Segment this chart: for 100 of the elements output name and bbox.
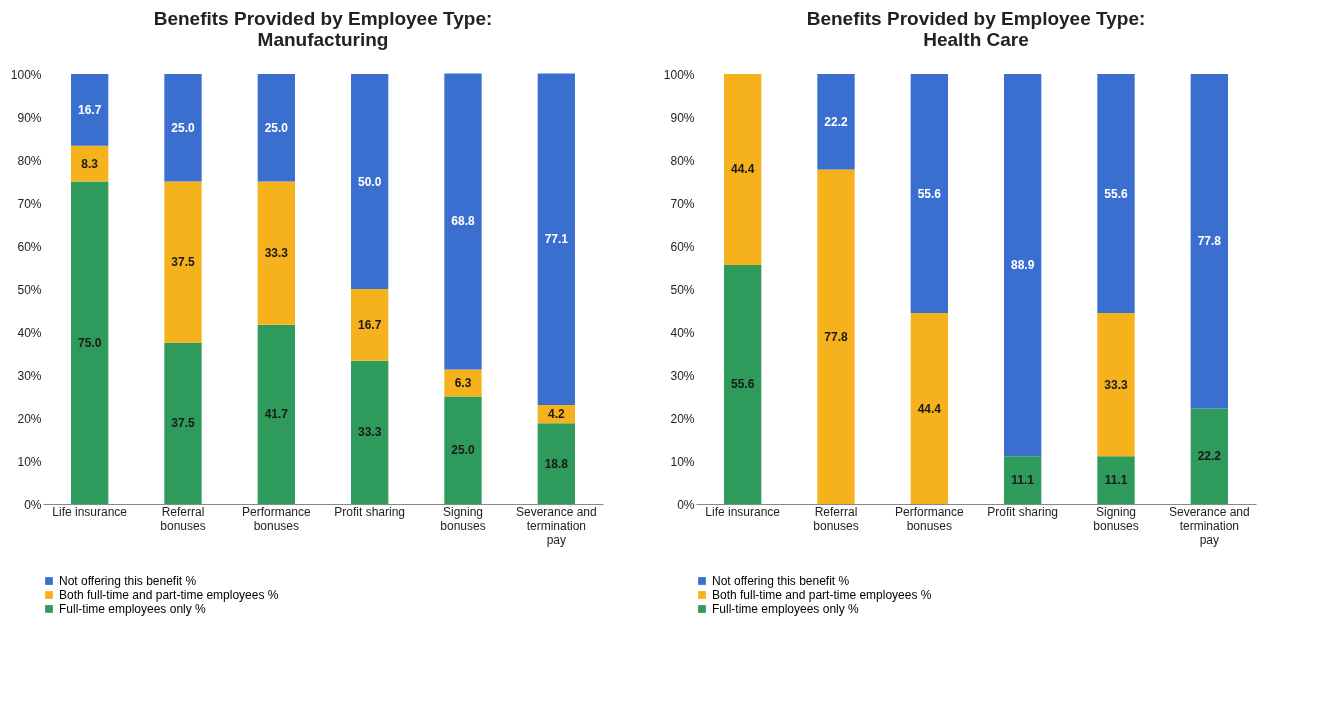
y-tick-label: 60% (17, 239, 42, 254)
y-tick-label: 20% (17, 411, 42, 426)
x-tick-label: Life insurance (52, 504, 128, 519)
x-tick-label: Severance and termination pay (1168, 504, 1250, 547)
bar (257, 74, 295, 182)
y-tick-label: 40% (670, 325, 695, 340)
bar (817, 74, 855, 170)
data-label: 37.5 (171, 416, 195, 431)
bar (1097, 313, 1135, 457)
bar (444, 73, 482, 370)
data-label: 11.1 (1011, 473, 1035, 488)
bar (1190, 408, 1228, 504)
x-tick-label: Performance bonuses (241, 504, 311, 533)
bar (164, 74, 202, 182)
data-label: 68.8 (451, 214, 475, 229)
y-tick-label: 100% (663, 67, 695, 82)
bar (910, 74, 948, 314)
y-tick-label: 100% (10, 67, 42, 82)
data-label: 44.4 (730, 162, 755, 177)
bar (817, 169, 855, 504)
data-label: 33.3 (1104, 377, 1128, 392)
legend-label: Both full-time and part-time employees % (59, 588, 279, 602)
y-tick-label: 10% (17, 454, 42, 469)
y-tick-label: 50% (670, 282, 695, 297)
y-tick-label: 0% (677, 497, 695, 512)
y-tick-label: 30% (17, 368, 42, 383)
legend-label: Not offering this benefit % (712, 574, 850, 588)
data-label: 22.2 (824, 114, 848, 129)
y-tick-label: 70% (17, 196, 42, 211)
bar (164, 342, 202, 504)
data-label: 25.0 (264, 120, 289, 135)
data-label: 8.3 (81, 156, 99, 171)
bar (537, 73, 575, 406)
y-tick-label: 90% (670, 110, 695, 125)
data-label: 75.0 (77, 335, 102, 350)
data-label: 22.2 (1197, 449, 1222, 464)
y-tick-label: 60% (670, 239, 695, 254)
data-label: 55.6 (1104, 186, 1128, 201)
bar (724, 74, 762, 265)
x-tick-label: Life insurance (705, 504, 781, 519)
data-label: 33.3 (357, 425, 382, 440)
bar (71, 181, 109, 504)
y-tick-label: 70% (670, 196, 695, 211)
bar (537, 423, 575, 504)
bar (1190, 74, 1228, 409)
data-label: 50.0 (357, 174, 382, 189)
legend-label: Both full-time and part-time employees % (712, 588, 932, 602)
bar (257, 181, 295, 325)
x-tick-label: Signing bonuses (1093, 504, 1139, 533)
data-label: 88.9 (1010, 258, 1035, 273)
data-label: 41.7 (264, 407, 289, 422)
bar (164, 181, 202, 343)
data-label: 25.0 (171, 120, 195, 135)
legend-label: Full-time employees only % (59, 602, 207, 616)
data-label: 55.6 (917, 186, 942, 201)
x-tick-label: Severance and termination pay (515, 504, 597, 547)
y-tick-label: 40% (17, 325, 42, 340)
bar (351, 289, 389, 361)
y-tick-label: 80% (17, 153, 42, 168)
data-label: 44.4 (917, 401, 942, 416)
data-label: 11.1 (1104, 473, 1128, 488)
y-tick-label: 10% (670, 454, 695, 469)
chart-title: Benefits Provided by Employee Type: Manufacturing (153, 8, 493, 50)
x-tick-label: Performance bonuses (894, 504, 964, 533)
chart-title: Benefits Provided by Employee Type: Health Care (806, 8, 1146, 50)
data-label: 55.6 (730, 377, 755, 392)
data-label: 6.3 (454, 375, 472, 390)
data-label: 25.0 (451, 443, 475, 458)
data-label: 77.8 (824, 329, 848, 344)
bar (1004, 456, 1042, 504)
y-tick-label: 90% (17, 110, 42, 125)
legend-label: Not offering this benefit % (59, 574, 197, 588)
bar (257, 324, 295, 504)
data-label: 33.3 (264, 246, 289, 261)
data-label: 4.2 (547, 407, 565, 422)
data-label: 18.8 (544, 456, 569, 471)
y-tick-label: 50% (17, 282, 42, 297)
bar (1097, 456, 1135, 504)
bar (444, 396, 482, 504)
y-tick-label: 80% (670, 153, 695, 168)
legend-label: Full-time employees only % (712, 602, 860, 616)
bar (71, 145, 109, 182)
x-tick-label: Profit sharing (334, 504, 406, 519)
bar (444, 369, 482, 397)
data-label: 16.7 (357, 317, 382, 332)
data-label: 77.1 (544, 232, 569, 247)
x-tick-label: Profit sharing (987, 504, 1059, 519)
data-label: 16.7 (77, 102, 102, 117)
bar (1004, 74, 1042, 457)
bar (71, 74, 109, 146)
data-label: 77.8 (1197, 234, 1222, 249)
bar (910, 313, 948, 504)
bar (351, 74, 389, 289)
x-tick-label: Referral bonuses (160, 504, 206, 533)
bar (724, 264, 762, 504)
y-tick-label: 0% (24, 497, 42, 512)
x-tick-label: Signing bonuses (440, 504, 486, 533)
bar (351, 360, 389, 504)
bar (1097, 74, 1135, 314)
x-tick-label: Referral bonuses (813, 504, 859, 533)
